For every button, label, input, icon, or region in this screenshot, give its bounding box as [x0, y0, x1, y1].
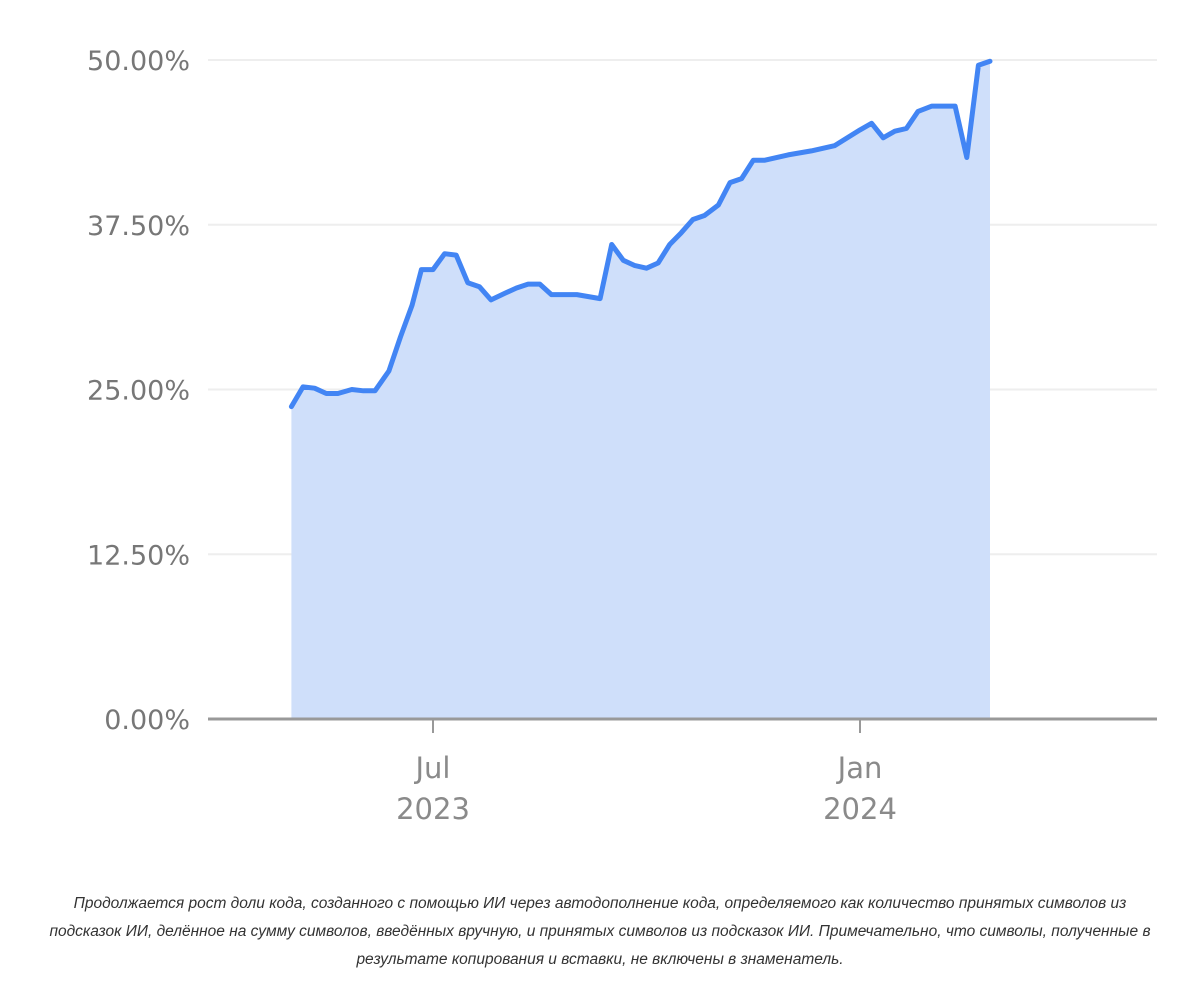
x-tick-label-year: 2023: [396, 792, 470, 826]
figure-caption: Продолжается рост доли кода, созданного …: [49, 895, 1151, 968]
x-tick-label-month: Jan: [836, 751, 883, 785]
chart-area: 50.00% 37.50% 25.00% 12.50% 0.00% Jul 2023 Jan…: [87, 46, 1157, 826]
x-tick-label-month: Jul: [414, 751, 451, 785]
x-tick-label-year: 2024: [823, 792, 897, 826]
y-tick-label: 25.00%: [87, 376, 190, 407]
series-area-fill: [291, 61, 990, 720]
y-tick-label: 50.00%: [87, 46, 190, 77]
y-axis-ticks: 50.00% 37.50% 25.00% 12.50% 0.00%: [87, 46, 190, 736]
y-tick-label: 0.00%: [104, 705, 190, 736]
y-tick-label: 37.50%: [87, 211, 190, 242]
area-chart: 50.00% 37.50% 25.00% 12.50% 0.00% Jul 2023 Jan…: [87, 46, 1157, 826]
series-line: [288, 58, 993, 410]
x-axis-ticks: Jul 2023 Jan 2024: [396, 719, 897, 826]
y-tick-label: 12.50%: [87, 540, 190, 571]
